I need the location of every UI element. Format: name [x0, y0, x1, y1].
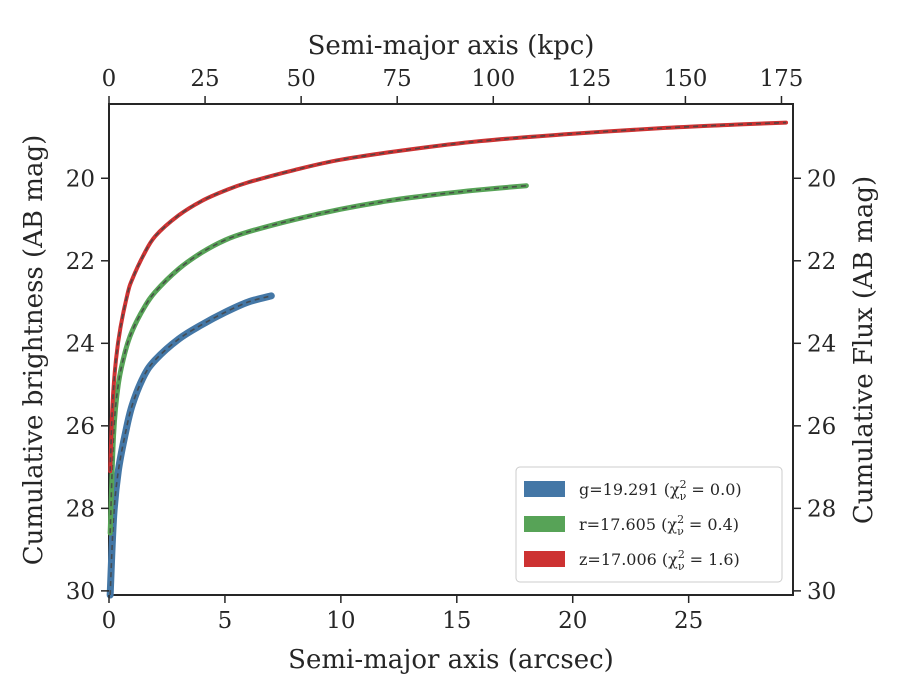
x-tick-label: 20	[558, 608, 587, 634]
legend-swatch	[524, 516, 565, 532]
legend-label: z=17.006 (χ2 ν = 1.6)	[579, 548, 740, 573]
y-tick-label: 28	[66, 496, 95, 522]
plot-area-frame	[108, 103, 794, 596]
series-band-g	[106, 292, 275, 599]
y-right-tick-label: 30	[807, 579, 836, 605]
x-top-tick-label: 50	[286, 66, 315, 92]
legend: g=19.291 (χ2 ν = 0.0) r=17.605 (χ2 ν = 0.4)…	[515, 466, 783, 583]
x-tick-label: 5	[218, 608, 233, 634]
y-right-tick-label: 20	[807, 166, 836, 192]
y-right-tick-label: 22	[807, 249, 836, 275]
y-axis-right-label: Cumulative Flux (AB mag)	[849, 176, 879, 524]
x-top-tick-label: 100	[471, 66, 515, 92]
legend-items: g=19.291 (χ2 ν = 0.0) r=17.605 (χ2 ν = 0.4)…	[524, 478, 742, 573]
ticks-layer: 0 5 10 15 20 25 0 25 50 75 100 125 150 175 20 20 22 22 24 2…	[66, 66, 837, 634]
x-top-tick-label: 25	[190, 66, 219, 92]
series-layer	[106, 120, 789, 599]
y-tick-label: 22	[66, 249, 95, 275]
x-axis-top-label: Semi-major axis (kpc)	[308, 31, 595, 61]
legend-label: g=19.291 (χ2 ν = 0.0)	[579, 478, 742, 503]
series-model-line-r	[109, 184, 527, 534]
y-right-tick-label: 26	[807, 414, 836, 440]
y-tick-label: 20	[66, 166, 95, 192]
x-tick-label: 10	[326, 608, 355, 634]
x-top-tick-label: 150	[663, 66, 707, 92]
legend-label: r=17.605 (χ2 ν = 0.4)	[579, 513, 739, 538]
x-top-tick-label: 175	[760, 66, 804, 92]
x-top-tick-label: 0	[102, 66, 117, 92]
y-tick-label: 26	[66, 414, 95, 440]
legend-swatch	[524, 551, 565, 567]
y-tick-label: 24	[66, 331, 95, 357]
y-right-tick-label: 28	[807, 496, 836, 522]
y-axis-label: Cumulative brightness (AB mag)	[19, 135, 49, 566]
y-right-tick-label: 24	[807, 331, 836, 357]
x-top-tick-label: 75	[383, 66, 412, 92]
legend-frame	[515, 466, 783, 583]
series-band-z	[108, 120, 789, 474]
x-tick-label: 15	[442, 608, 471, 634]
x-tick-label: 0	[102, 608, 117, 634]
x-tick-label: 25	[674, 608, 703, 634]
x-axis-label: Semi-major axis (arcsec)	[288, 645, 614, 675]
legend-swatch	[524, 481, 565, 497]
x-top-tick-label: 125	[567, 66, 611, 92]
y-tick-label: 30	[66, 579, 95, 605]
